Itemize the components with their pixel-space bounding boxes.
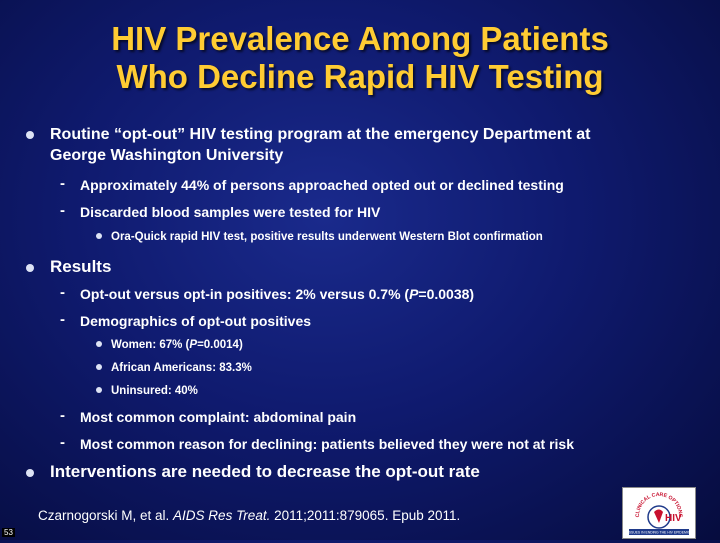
- dash-icon: -: [60, 284, 65, 301]
- title-line-2: Who Decline Rapid HIV Testing: [116, 58, 604, 95]
- sub-bullet-dot-icon: [96, 233, 102, 239]
- bullet-2-sub-1: Opt-out versus opt-in positives: 2% vers…: [80, 286, 475, 302]
- bullet-2-sub-4: Most common reason for declining: patien…: [80, 436, 574, 452]
- logo-graphic: CLINICAL CARE OPTIONS HIV ISSUES IN ENDI…: [628, 492, 691, 535]
- dash-icon: -: [60, 434, 65, 451]
- bullet-3-text: Interventions are needed to decrease the…: [50, 462, 480, 481]
- bullet-1-line-1: Routine “opt-out” HIV testing program at…: [50, 126, 591, 143]
- dash-icon: -: [60, 311, 65, 328]
- title-line-1: HIV Prevalence Among Patients: [111, 20, 609, 57]
- slide-title: HIV Prevalence Among Patients Who Declin…: [0, 20, 720, 96]
- bullet-dot-icon: [26, 264, 34, 272]
- logo-bottom-text: ISSUES IN ENDING THE HIV EPIDEMIC: [628, 531, 691, 535]
- bullet-2-sub-2-item-2: African Americans: 83.3%: [111, 362, 252, 374]
- bullet-1-line-2: George Washington University: [50, 147, 284, 164]
- bullet-dot-icon: [26, 131, 34, 139]
- clinical-care-options-logo: CLINICAL CARE OPTIONS HIV ISSUES IN ENDI…: [622, 487, 696, 539]
- bullet-2-sub-3: Most common complaint: abdominal pain: [80, 409, 357, 425]
- bullet-dot-icon: [26, 469, 34, 477]
- bullet-1-sub-2-item-1: Ora-Quick rapid HIV test, positive resul…: [111, 231, 543, 243]
- bullet-1-sub-1: Approximately 44% of persons approached …: [80, 177, 564, 193]
- bullet-2-sub-2: Demographics of opt-out positives: [80, 313, 312, 329]
- bullet-2-sub-2-item-3: Uninsured: 40%: [111, 385, 198, 397]
- sub-bullet-dot-icon: [96, 364, 102, 370]
- sub-bullet-dot-icon: [96, 341, 102, 347]
- sub-bullet-dot-icon: [96, 387, 102, 393]
- bullet-1-sub-2: Discarded blood samples were tested for …: [80, 204, 381, 220]
- dash-icon: -: [60, 407, 65, 424]
- dash-icon: -: [60, 175, 65, 192]
- bullet-2-sub-2-item-1: Women: 67% (P=0.0014): [111, 339, 243, 351]
- logo-hiv-text: HIV: [665, 513, 682, 524]
- dash-icon: -: [60, 202, 65, 219]
- citation: Czarnogorski M, et al. AIDS Res Treat. 2…: [38, 508, 461, 523]
- page-number: 53: [2, 528, 15, 537]
- bullet-2-text: Results: [50, 257, 112, 276]
